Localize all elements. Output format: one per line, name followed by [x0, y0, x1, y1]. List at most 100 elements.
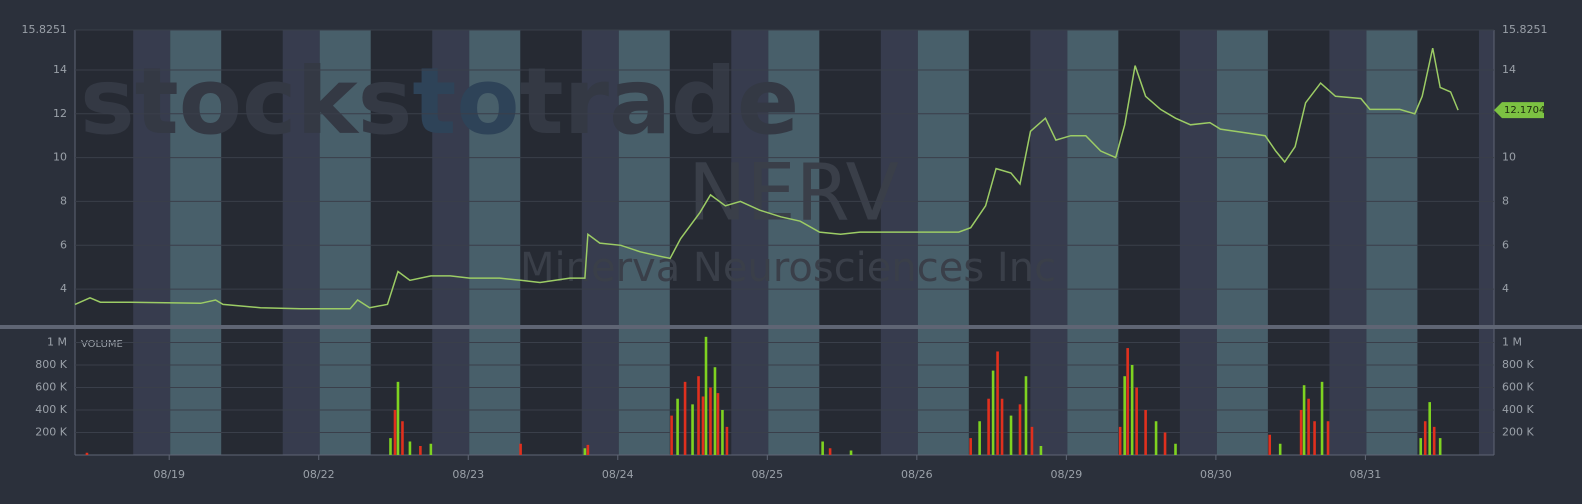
volume-bar [1009, 415, 1013, 455]
volume-bar [583, 448, 587, 455]
y-tick-label-right: 1 M [1502, 335, 1522, 348]
volume-bar [429, 443, 433, 455]
volume-bar [1423, 421, 1427, 455]
volume-bar [821, 441, 824, 455]
y-tick-label-right: 6 [1502, 238, 1509, 251]
volume-bar [1278, 443, 1282, 455]
y-tick-label-right: 400 K [1502, 403, 1534, 416]
volume-bar [721, 409, 724, 455]
premarket-band [432, 30, 470, 455]
afterhours-band [170, 30, 222, 455]
volume-bar [1024, 376, 1028, 455]
volume-bar [419, 445, 422, 455]
volume-bar [1307, 398, 1310, 455]
volume-bar [697, 376, 700, 455]
volume-bar [1302, 385, 1306, 455]
company-name: Minerva Neurosciences Inc [520, 245, 1056, 291]
premarket-band [1478, 30, 1494, 455]
y-tick-label: 10 [53, 151, 67, 164]
volume-bar [1313, 421, 1316, 455]
watermark: stockstotrade NERV Minerva Neurosciences… [80, 48, 1056, 291]
y-tick-label: 400 K [35, 403, 67, 416]
volume-bar [396, 381, 400, 455]
last-price-label: 12.1704 [1504, 105, 1545, 116]
afterhours-band [768, 30, 820, 455]
volume-bar [408, 441, 412, 455]
x-tick-label: 08/31 [1350, 468, 1382, 481]
volume-bar [978, 421, 981, 455]
volume-bar [849, 450, 853, 455]
volume-bar [1000, 398, 1004, 455]
volume-bar [519, 443, 522, 455]
volume-bar [670, 415, 673, 455]
x-tick-label: 08/19 [153, 468, 185, 481]
panel-separator [0, 325, 1582, 329]
volume-bar [704, 336, 708, 455]
volume-bar [716, 393, 720, 455]
y-tick-label-right: 8 [1502, 194, 1509, 207]
volume-bar [1126, 348, 1129, 455]
y-tick-label-right: 10 [1502, 151, 1516, 164]
volume-bar [586, 444, 590, 455]
volume-bar [393, 409, 397, 455]
volume-bar [1268, 434, 1272, 455]
premarket-band [731, 30, 769, 455]
volume-bar [969, 438, 972, 455]
volume-bar [1154, 421, 1158, 455]
y-tick-label-right: 600 K [1502, 380, 1534, 393]
volume-bar [401, 421, 404, 455]
y-tick-label: 800 K [35, 358, 67, 371]
y-tick-label: 12 [53, 107, 67, 120]
volume-bar [709, 387, 712, 455]
volume-bar [996, 351, 999, 455]
brand-part: stocks [80, 48, 412, 155]
last-price-tag [1494, 102, 1544, 119]
x-tick-label: 08/22 [303, 468, 335, 481]
y-tick-label-right: 200 K [1502, 425, 1534, 438]
afterhours-band [618, 30, 670, 455]
volume-bar [725, 426, 729, 455]
brand-logo: stockstotrade [80, 48, 799, 155]
volume-bar [1438, 438, 1442, 455]
volume-bar [1118, 426, 1122, 455]
volume-bar [1428, 402, 1432, 455]
volume-bar [683, 381, 687, 455]
volume-bar [1326, 421, 1330, 455]
afterhours-band [1366, 30, 1418, 455]
y-tick-label-right: 800 K [1502, 358, 1534, 371]
price-line [74, 47, 1459, 310]
volume-bar [1123, 376, 1126, 455]
y-tick-label: 1 M [47, 335, 67, 348]
volume-bar [713, 367, 717, 455]
symbol: NERV [688, 148, 899, 238]
afterhours-band [469, 30, 521, 455]
volume-bar [1030, 426, 1034, 455]
y-tick-label-right: 14 [1502, 63, 1516, 76]
y-tick-label-right: 4 [1502, 282, 1509, 295]
volume-bar [691, 404, 694, 455]
y-tick-label: 200 K [35, 425, 67, 438]
y-tick-label: 15.8251 [22, 23, 68, 36]
premarket-band [133, 30, 171, 455]
premarket-band [282, 30, 320, 455]
volume-bar [987, 398, 990, 455]
y-tick-label: 6 [60, 238, 67, 251]
volume-bar [1039, 445, 1043, 455]
volume-bar [1018, 404, 1022, 455]
volume-bar [389, 438, 392, 455]
y-tick-label: 8 [60, 194, 67, 207]
afterhours-band [319, 30, 371, 455]
volume-bar [701, 396, 705, 455]
x-tick-label: 08/23 [452, 468, 484, 481]
x-tick-label: 08/25 [751, 468, 783, 481]
x-tick-label: 08/30 [1200, 468, 1232, 481]
volume-bar [1432, 426, 1436, 455]
volume-bar [1135, 387, 1138, 455]
x-tick-label: 08/24 [602, 468, 634, 481]
volume-bar [1130, 364, 1134, 455]
afterhours-band [1216, 30, 1268, 455]
volume-bar [1144, 409, 1147, 455]
premarket-band [880, 30, 918, 455]
premarket-band [1179, 30, 1217, 455]
